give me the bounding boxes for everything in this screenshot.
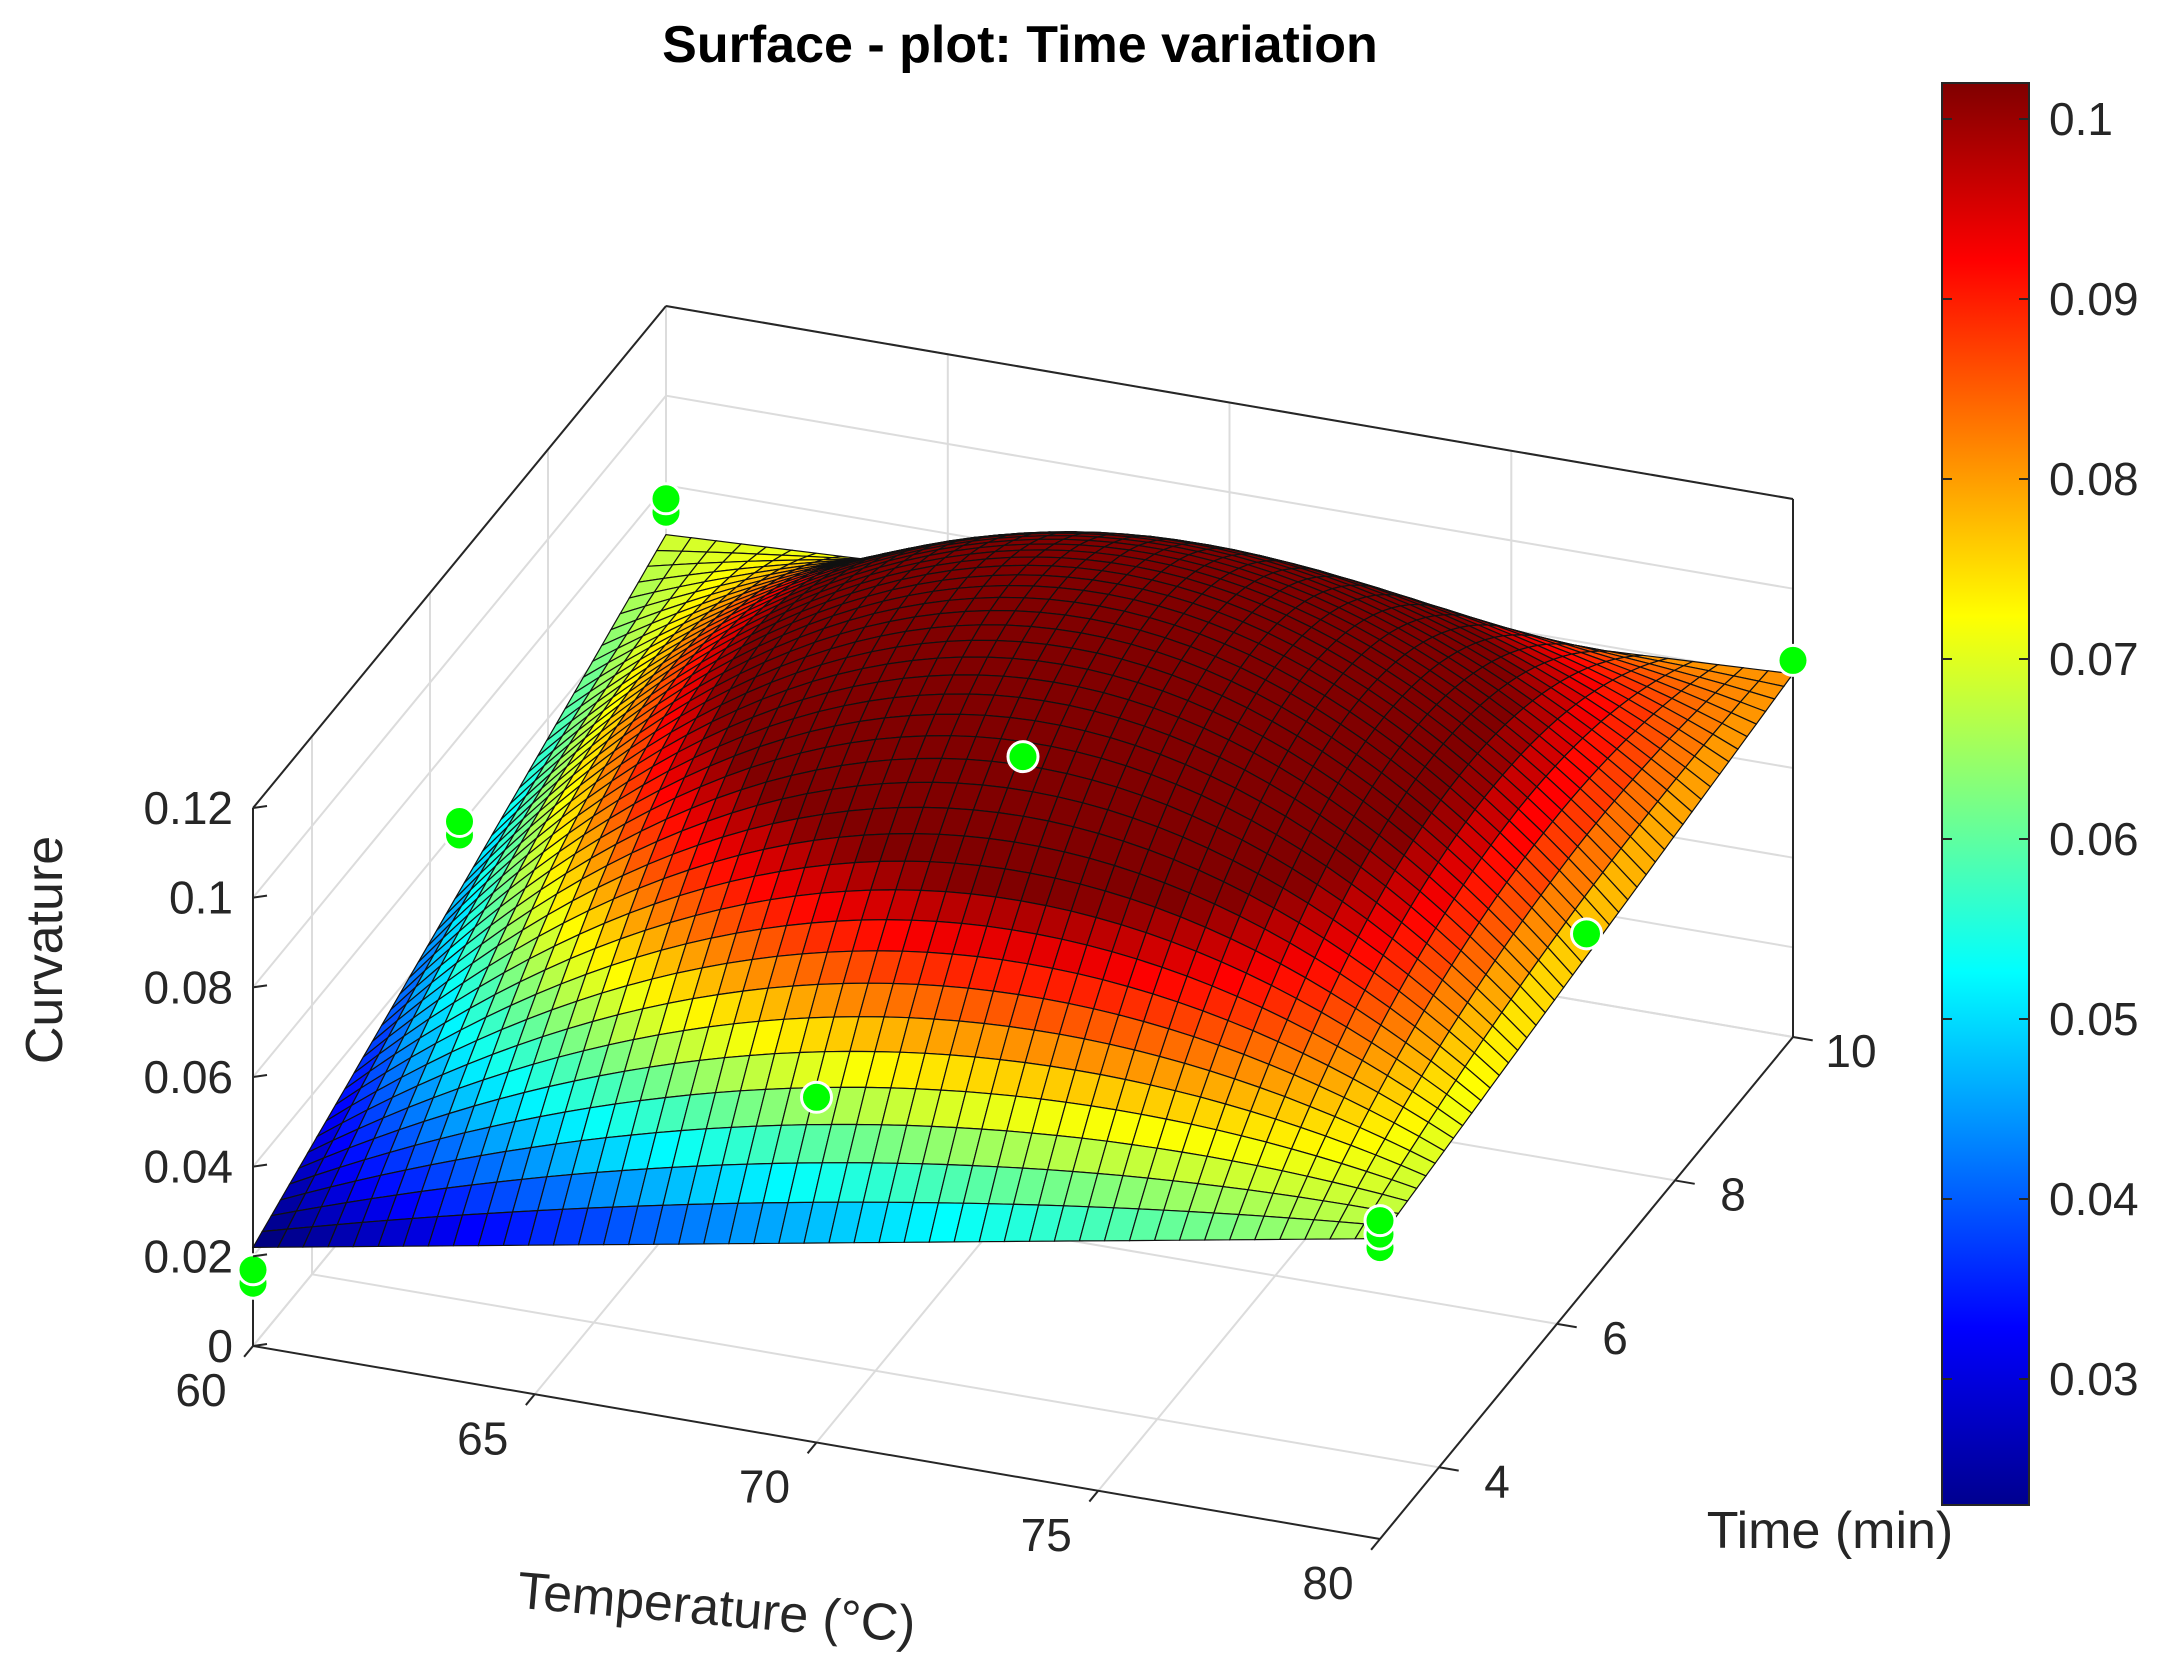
colorbar-tick-label: 0.08 [2049, 453, 2139, 505]
z-tick-label: 0.02 [143, 1230, 233, 1282]
z-tick-mark [252, 984, 268, 989]
colorbar-gradient [1941, 82, 2030, 1506]
x-tick-label: 75 [1021, 1509, 1072, 1561]
observation-point [1363, 1204, 1397, 1238]
observation-point [443, 805, 476, 839]
y-tick-mark [1674, 1179, 1695, 1185]
z-tick-label: 0.08 [143, 961, 233, 1013]
x-tick-label: 65 [457, 1412, 508, 1464]
z-tick-label: 0.04 [143, 1141, 233, 1193]
z-tick-mark [252, 1343, 268, 1347]
observation-point [1570, 917, 1603, 951]
y-tick-label: 4 [1484, 1455, 1510, 1507]
observation-point [649, 482, 683, 516]
z-axis-label: Curvature [16, 836, 74, 1064]
observation-point [800, 1080, 833, 1114]
y-axis-label: Time (min) [1707, 1502, 1954, 1560]
colorbar-tick-label: 0.1 [2049, 93, 2113, 145]
colorbar: 0.03 0.04 0.05 0.06 0.07 0.08 0.09 0.1 [1941, 82, 2139, 1506]
grid-z [252, 394, 1794, 899]
axes-edge [1379, 1036, 1794, 1540]
colorbar-tick-label: 0.05 [2049, 993, 2139, 1045]
x-tick-label: 70 [739, 1461, 790, 1513]
z-tick-label: 0 [207, 1320, 233, 1372]
observation-point [1006, 740, 1040, 774]
x-tick-mark [1370, 1538, 1381, 1551]
observation-point [1776, 643, 1810, 677]
x-axis-label: Temperature (°C) [515, 1562, 918, 1655]
x-tick-label: 80 [1302, 1557, 1353, 1609]
observation-point [236, 1253, 270, 1287]
colorbar-tick-label: 0.07 [2049, 633, 2139, 685]
colorbar-tick-label: 0.03 [2049, 1353, 2139, 1405]
colorbar-tick-label: 0.06 [2049, 813, 2139, 865]
colorbar-ticks: 0.03 0.04 0.05 0.06 0.07 0.08 0.09 0.1 [1942, 93, 2139, 1405]
chart-title: Surface - plot: Time variation [662, 16, 1378, 74]
z-tick-mark [252, 894, 268, 899]
axes-edge [252, 305, 667, 809]
y-tick-label: 6 [1602, 1312, 1628, 1364]
x-tick-mark [525, 1393, 536, 1406]
colorbar-tick-label: 0.04 [2049, 1173, 2139, 1225]
y-tick-mark [1556, 1322, 1577, 1329]
y-tick-label: 8 [1720, 1168, 1746, 1220]
z-tick-mark [252, 1074, 268, 1078]
x-tick-mark [243, 1345, 254, 1358]
x-tick-mark [806, 1441, 818, 1454]
z-tick-label: 0.06 [143, 1051, 233, 1103]
x-tick-label: 60 [175, 1364, 226, 1416]
axes-edge [665, 305, 1794, 500]
z-tick-mark [252, 805, 268, 809]
z-tick-label: 0.12 [143, 782, 233, 834]
axis-ticks: 60 65 70 75 80 4 6 8 10 0 0.02 0.04 0.06 0.08 0.1 0.12 [143, 782, 1876, 1609]
z-tick-mark [252, 1253, 268, 1258]
x-tick-mark [1088, 1490, 1100, 1503]
z-tick-mark [252, 1163, 268, 1168]
z-tick-label: 0.1 [169, 872, 233, 924]
y-tick-mark [1792, 1036, 1813, 1042]
observation-points [236, 482, 1810, 1300]
y-tick-label: 10 [1825, 1025, 1876, 1077]
surface-mesh [251, 531, 1795, 1249]
colorbar-tick-label: 0.09 [2049, 273, 2139, 325]
y-tick-mark [1438, 1466, 1459, 1472]
